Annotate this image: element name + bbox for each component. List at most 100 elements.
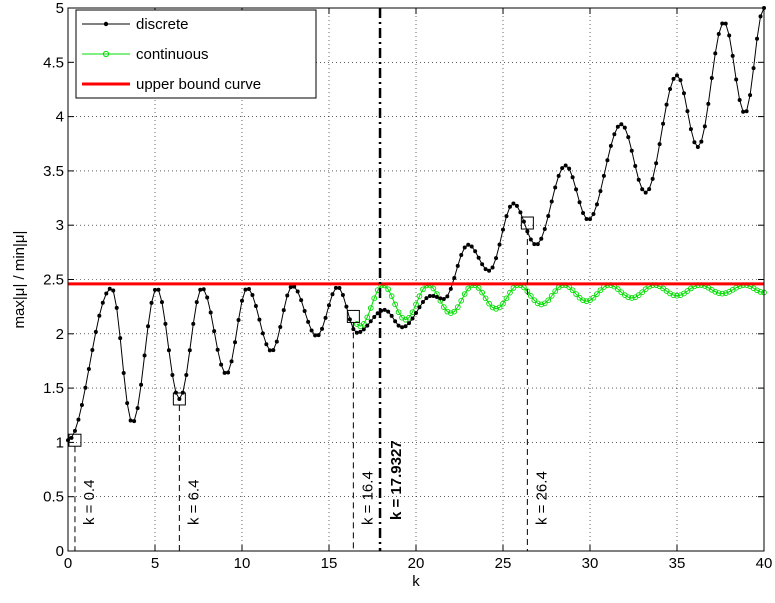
point-discrete-92 [386, 309, 391, 314]
x-tick-label-2: 10 [234, 555, 251, 572]
point-continuous-124 [496, 304, 503, 311]
point-discrete-151 [591, 212, 596, 217]
point-discrete-78 [337, 286, 342, 291]
point-discrete-101 [417, 305, 422, 310]
point-discrete-143 [563, 163, 568, 168]
point-discrete-179 [688, 127, 693, 132]
point-discrete-112 [455, 263, 460, 268]
point-discrete-83 [354, 330, 359, 335]
x-tick-label-7: 35 [669, 555, 686, 572]
x-tick-label-5: 25 [495, 555, 512, 572]
point-discrete-173 [668, 87, 673, 92]
point-discrete-155 [605, 158, 610, 163]
point-discrete-71 [313, 333, 318, 338]
point-discrete-79 [340, 292, 345, 297]
point-continuous-137 [541, 300, 548, 307]
point-discrete-40 [205, 295, 210, 300]
point-discrete-131 [521, 219, 526, 224]
point-discrete-66 [295, 289, 300, 294]
point-discrete-160 [622, 125, 627, 130]
point-discrete-191 [730, 53, 735, 58]
point-continuous-123 [493, 305, 499, 312]
point-continuous-135 [534, 300, 541, 307]
point-discrete-72 [316, 333, 321, 338]
point-discrete-142 [560, 166, 565, 171]
point-discrete-25 [153, 287, 157, 292]
point-continuous-151 [590, 294, 597, 301]
point-discrete-86 [365, 323, 370, 328]
point-discrete-157 [612, 132, 617, 137]
point-continuous-159 [618, 289, 625, 296]
point-continuous-95 [395, 309, 402, 316]
point-discrete-61 [278, 325, 283, 330]
point-discrete-150 [588, 217, 592, 222]
point-discrete-56 [260, 331, 265, 336]
x-tick-label-3: 15 [321, 555, 338, 572]
point-discrete-175 [675, 73, 679, 78]
point-continuous-85 [360, 320, 367, 327]
point-discrete-55 [257, 317, 262, 322]
point-discrete-119 [480, 262, 485, 267]
point-continuous-198 [754, 287, 760, 294]
y-tick-label-10: 5 [56, 0, 64, 17]
y-tick-label-2: 1 [56, 434, 64, 451]
vline-label-0: k = 0.4 [81, 480, 98, 525]
x-tick-label-0: 0 [64, 555, 72, 572]
point-discrete-120 [483, 267, 488, 272]
point-continuous-161 [625, 294, 632, 301]
vline-label-1: k = 6.4 [185, 480, 202, 525]
point-discrete-171 [661, 121, 666, 126]
point-discrete-12 [107, 286, 112, 291]
point-discrete-34 [184, 373, 189, 378]
point-discrete-46 [226, 370, 231, 375]
point-continuous-113 [458, 297, 465, 304]
point-discrete-136 [539, 236, 544, 241]
point-continuous-158 [614, 286, 621, 292]
y-tick-label-3: 1.5 [43, 380, 64, 397]
legend-marker-continuous [102, 50, 110, 58]
point-discrete-19 [132, 419, 137, 424]
point-continuous-189 [722, 290, 729, 296]
point-continuous-134 [531, 297, 538, 304]
point-discrete-147 [577, 200, 582, 205]
point-continuous-126 [503, 295, 510, 302]
point-discrete-16 [121, 370, 126, 375]
point-discrete-195 [744, 109, 749, 114]
point-discrete-50 [240, 298, 244, 303]
point-discrete-176 [678, 78, 683, 83]
marker-box-2 [346, 309, 360, 323]
point-discrete-21 [139, 382, 144, 387]
point-discrete-3 [76, 417, 81, 422]
point-continuous-173 [667, 290, 673, 297]
point-discrete-102 [420, 300, 425, 305]
point-continuous-88 [371, 295, 378, 302]
point-discrete-127 [507, 204, 512, 209]
point-discrete-96 [400, 325, 405, 330]
point-continuous-92 [385, 286, 392, 293]
point-discrete-199 [758, 14, 763, 19]
point-discrete-65 [292, 284, 297, 289]
point-continuous-112 [454, 304, 461, 310]
point-discrete-188 [720, 21, 725, 26]
point-discrete-105 [431, 293, 436, 298]
point-discrete-103 [424, 296, 429, 301]
point-discrete-156 [608, 143, 613, 148]
series-continuous [353, 282, 767, 330]
point-discrete-122 [490, 265, 495, 270]
point-continuous-127 [507, 289, 513, 296]
point-continuous-199 [757, 289, 764, 295]
point-discrete-41 [208, 310, 213, 315]
point-discrete-174 [671, 76, 676, 81]
point-discrete-59 [271, 348, 276, 353]
point-discrete-109 [445, 294, 450, 299]
point-discrete-60 [274, 339, 279, 344]
point-discrete-177 [681, 91, 686, 96]
point-discrete-106 [434, 295, 439, 300]
point-discrete-9 [97, 313, 102, 318]
y-axis-label: max|μ| / min|μ| [11, 231, 28, 329]
point-discrete-47 [229, 359, 234, 364]
point-discrete-52 [246, 286, 251, 291]
point-discrete-36 [191, 321, 196, 326]
point-discrete-95 [396, 323, 401, 328]
